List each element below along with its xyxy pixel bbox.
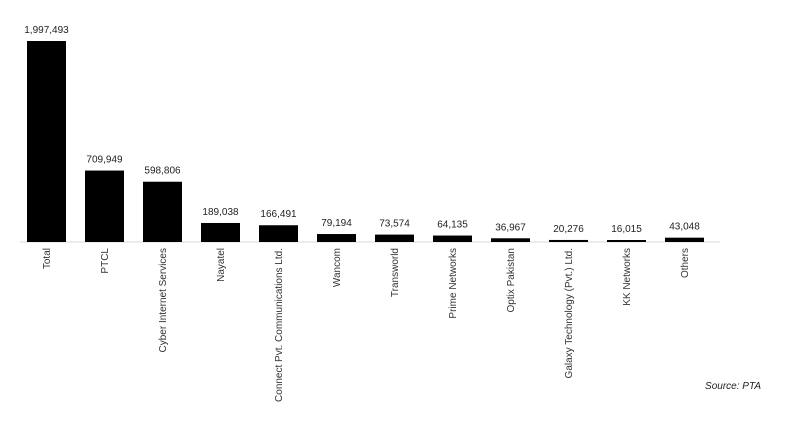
value-label-3: 189,038 — [202, 207, 239, 218]
category-label-9: Galaxy Technology (Pvt.) Ltd. — [564, 248, 575, 378]
value-label-0: 1,997,493 — [24, 25, 69, 36]
value-label-2: 598,806 — [144, 166, 181, 177]
bar-8 — [491, 238, 530, 242]
value-label-11: 43,048 — [669, 222, 700, 233]
bar-11 — [665, 237, 704, 242]
value-label-1: 709,949 — [86, 155, 123, 166]
value-label-6: 73,574 — [379, 219, 410, 230]
value-labels-group: 1,997,493 709,949 598,806 189,038 166,491 79,… — [24, 25, 700, 235]
bar-9 — [549, 239, 588, 242]
bars-group — [27, 41, 704, 242]
bar-1 — [85, 170, 124, 242]
category-label-7: Prime Networks — [448, 248, 459, 319]
category-label-10: KK Networks — [622, 248, 633, 306]
category-label-2: Cyber Internet Services — [158, 248, 169, 353]
category-label-4: Connect Pvt. Communications Ltd. — [274, 248, 285, 402]
bar-3 — [201, 222, 240, 242]
value-label-5: 79,194 — [321, 218, 352, 229]
bar-6 — [375, 234, 414, 242]
category-labels-group: Total PTCL Cyber Internet Services Nayatel C… — [42, 248, 691, 402]
category-label-11: Others — [680, 248, 691, 278]
category-label-5: Wancom — [332, 248, 343, 287]
category-label-3: Nayatel — [216, 248, 227, 282]
bar-10 — [607, 240, 646, 242]
bar-7 — [433, 235, 472, 242]
bar-0 — [27, 41, 66, 242]
value-label-4: 166,491 — [260, 209, 297, 220]
bar-5 — [317, 234, 356, 242]
category-label-0: Total — [42, 248, 53, 269]
value-label-9: 20,276 — [553, 224, 584, 235]
value-label-8: 36,967 — [495, 222, 526, 233]
source-note: Source: PTA — [705, 381, 761, 392]
category-label-1: PTCL — [100, 248, 111, 274]
bar-2 — [143, 181, 182, 242]
bar-4 — [259, 225, 298, 242]
category-label-6: Transworld — [390, 248, 401, 297]
value-label-10: 16,015 — [611, 224, 642, 235]
value-label-7: 64,135 — [437, 220, 468, 231]
category-label-8: Optix Pakistan — [506, 248, 517, 312]
